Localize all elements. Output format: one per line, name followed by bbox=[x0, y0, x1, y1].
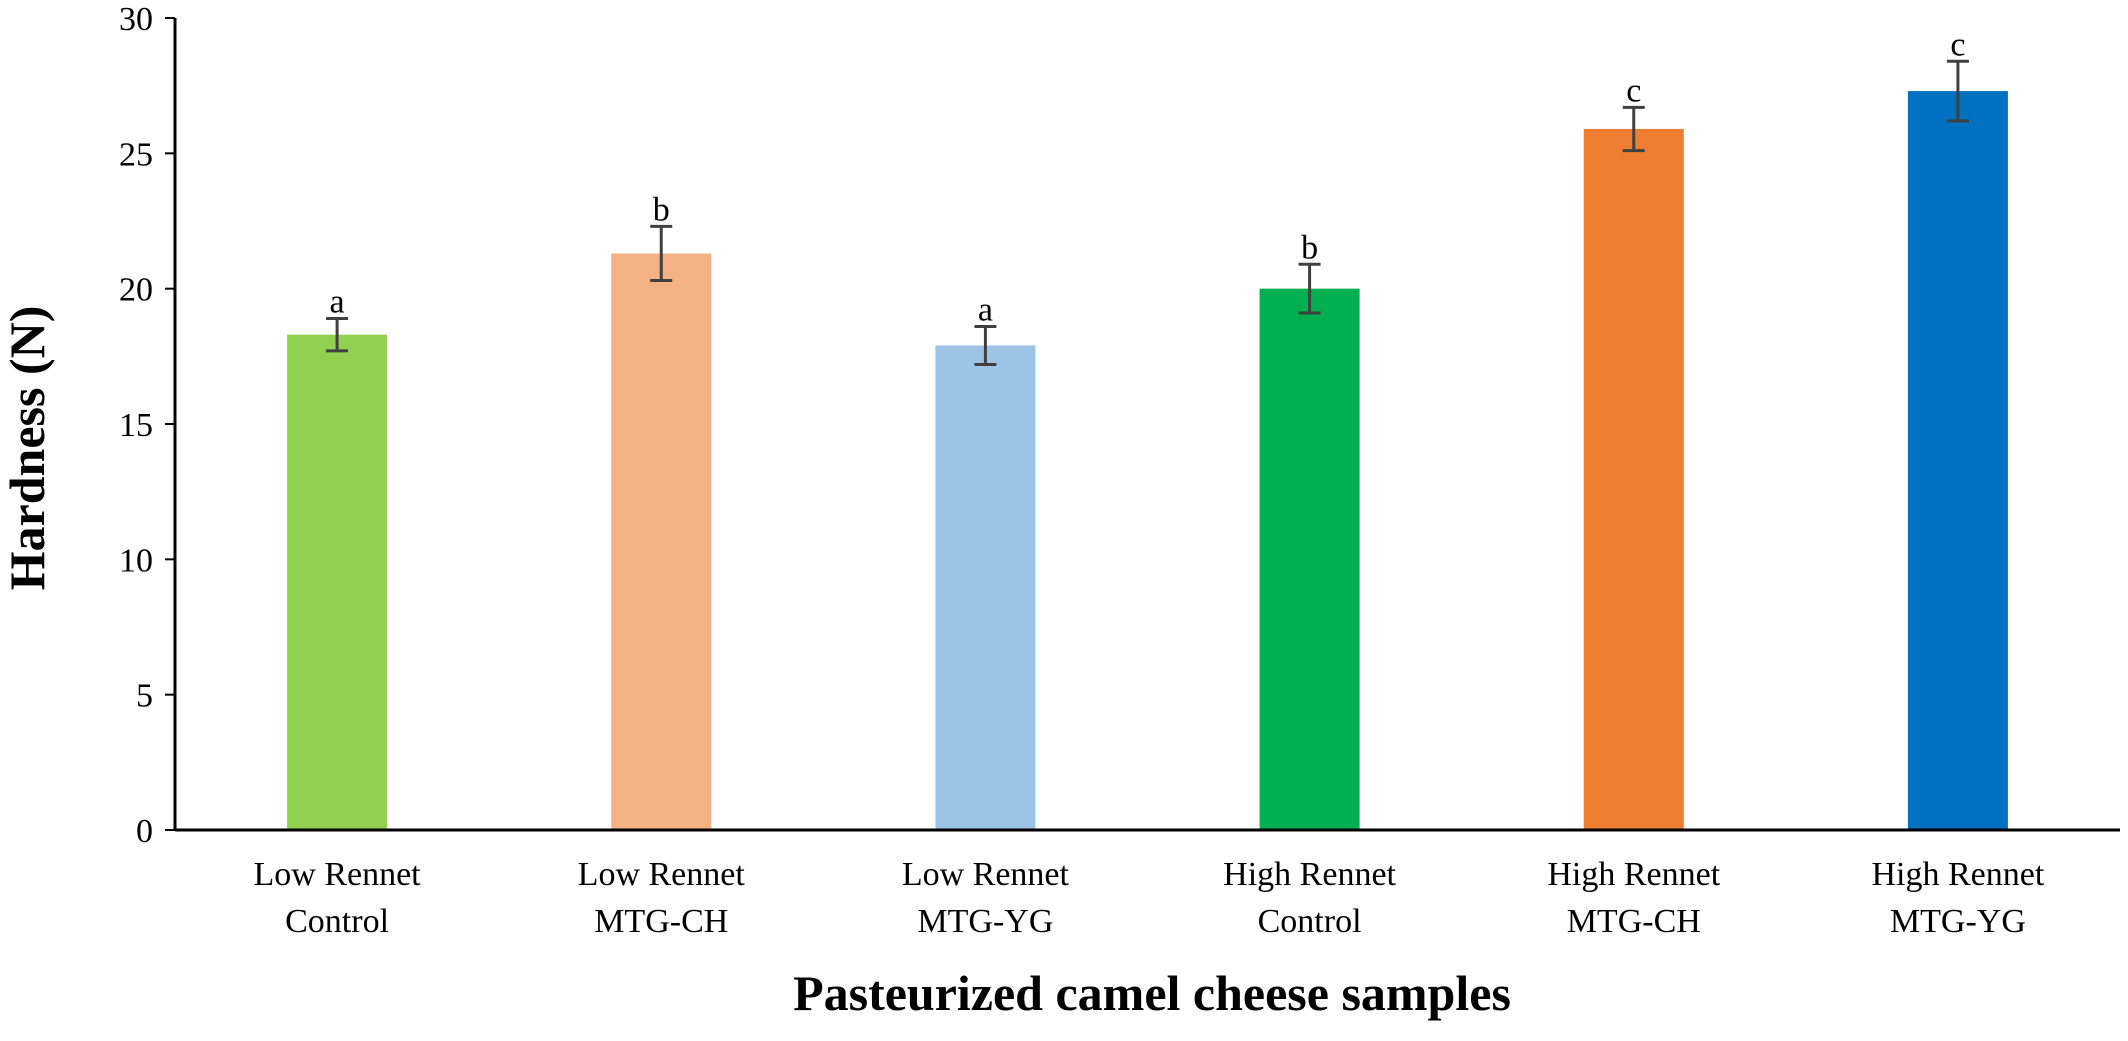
significance-letter: c bbox=[1950, 26, 1965, 63]
bar bbox=[935, 345, 1036, 830]
error-bar bbox=[1946, 59, 1969, 123]
error-bar bbox=[650, 224, 673, 283]
y-axis-title: Hardness (N) bbox=[0, 306, 55, 591]
y-axis: 0 5 10 15 20 25 30 bbox=[119, 1, 177, 850]
y-tick-label: 25 bbox=[119, 136, 153, 173]
x-category-label: High Rennet bbox=[1872, 856, 2045, 893]
significance-letter: b bbox=[653, 191, 670, 228]
error-bar bbox=[1298, 262, 1321, 315]
bar bbox=[287, 334, 388, 830]
x-category-label: Control bbox=[1258, 903, 1362, 940]
y-tick-label: 10 bbox=[119, 542, 153, 579]
x-category-label: Low Rennet bbox=[578, 856, 746, 893]
y-tick-label: 15 bbox=[119, 407, 153, 444]
x-axis-title: Pasteurized camel cheese samples bbox=[793, 965, 1511, 1021]
y-tick-label: 5 bbox=[136, 678, 153, 715]
x-category-label: MTG-YG bbox=[917, 903, 1053, 940]
x-category-label: High Rennet bbox=[1223, 856, 1396, 893]
significance-letter: c bbox=[1626, 72, 1641, 109]
x-category-label: MTG-CH bbox=[594, 903, 728, 940]
error-bar bbox=[974, 325, 997, 366]
significance-letter: a bbox=[330, 283, 345, 320]
error-bar bbox=[326, 316, 349, 353]
bar bbox=[611, 253, 712, 831]
significance-letter: a bbox=[978, 292, 993, 329]
x-category-label: Low Rennet bbox=[254, 856, 422, 893]
y-tick-label: 30 bbox=[119, 1, 153, 38]
y-tick-label: 20 bbox=[119, 272, 153, 309]
bar bbox=[1907, 91, 2008, 830]
x-axis: Low Rennet Control Low Rennet MTG-CH Low Ren… bbox=[175, 828, 2120, 940]
significance-letters: a b a b c c bbox=[330, 26, 1966, 328]
x-category-label: Low Rennet bbox=[902, 856, 1070, 893]
significance-letter: b bbox=[1301, 229, 1318, 266]
bars bbox=[287, 91, 2008, 831]
x-category-label: High Rennet bbox=[1547, 856, 1720, 893]
error-bars bbox=[326, 59, 1969, 366]
bar bbox=[1583, 128, 1684, 830]
y-tick-label: 0 bbox=[136, 813, 153, 850]
error-bar bbox=[1622, 105, 1645, 153]
x-category-label: MTG-YG bbox=[1890, 903, 2026, 940]
x-category-label: MTG-CH bbox=[1567, 903, 1701, 940]
x-category-label: Control bbox=[285, 903, 389, 940]
bar bbox=[1259, 288, 1360, 831]
